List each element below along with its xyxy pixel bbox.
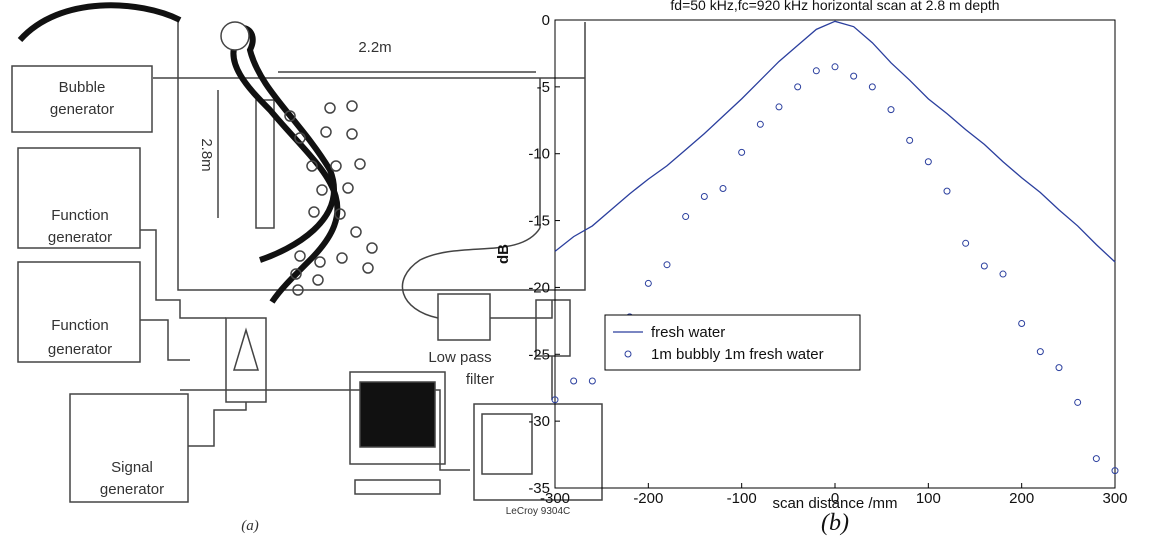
label: 2.2m — [358, 39, 391, 56]
x-tick-label: -300 — [540, 490, 570, 507]
label: filter — [466, 371, 494, 388]
marker — [682, 213, 690, 221]
marker — [962, 239, 970, 247]
marker — [868, 83, 876, 91]
marker — [570, 377, 578, 385]
label: generator — [50, 101, 114, 118]
y-tick-label: -10 — [528, 146, 550, 163]
tank — [177, 22, 586, 291]
marker — [924, 158, 932, 166]
y-tick-label: -30 — [528, 413, 550, 430]
label: generator — [48, 229, 112, 246]
x-axis-label: scan distance /mm — [772, 495, 897, 512]
keyboard — [354, 479, 441, 495]
label: generator — [48, 341, 112, 358]
marker — [943, 187, 951, 195]
marker — [663, 261, 671, 269]
amp — [232, 327, 260, 371]
screen — [359, 381, 436, 448]
marker — [775, 103, 783, 111]
marker — [850, 72, 858, 80]
marker — [812, 67, 820, 75]
oscilloscope — [473, 403, 603, 501]
caption: (a) — [241, 518, 259, 534]
hose-2 — [229, 25, 337, 263]
line — [554, 20, 1116, 263]
label: generator — [100, 481, 164, 498]
marker — [756, 120, 764, 128]
caption: (b) — [821, 510, 849, 536]
y-tick-label: -5 — [537, 79, 550, 96]
y-tick-label: 0 — [542, 12, 550, 29]
sg-box — [69, 393, 189, 503]
y-tick-label: -25 — [528, 346, 550, 363]
marker — [794, 83, 802, 91]
marker — [738, 148, 746, 156]
hose — [17, 2, 341, 304]
pump — [220, 21, 250, 51]
legend-label: 1m bubbly 1m fresh water — [651, 346, 824, 363]
label: Function — [51, 317, 109, 334]
marker — [1018, 320, 1026, 328]
x-tick-label: 200 — [1009, 490, 1034, 507]
fg2-box — [17, 261, 141, 363]
wires — [140, 227, 553, 471]
marker — [999, 270, 1007, 278]
legend-swatch — [624, 350, 632, 358]
chart-title: fd=50 kHz,fc=920 kHz horizontal scan at … — [670, 0, 999, 13]
y-tick-label: -15 — [528, 213, 550, 230]
marker — [1055, 364, 1063, 372]
scope-screen — [481, 413, 533, 475]
transducer — [255, 99, 275, 229]
y-axis-label: dB — [495, 244, 512, 264]
marker — [1092, 455, 1100, 463]
amp2-box — [535, 299, 571, 357]
label: LeCroy 9304C — [506, 506, 570, 517]
label: Function — [51, 207, 109, 224]
label: Low pass — [428, 349, 491, 366]
marker — [719, 184, 727, 192]
marker — [906, 136, 914, 144]
setup-diagram: Bubble generator Function generator Func… — [11, 2, 603, 534]
legend-label: fresh water — [651, 324, 725, 341]
x-tick-label: 300 — [1102, 490, 1127, 507]
monitor — [349, 371, 446, 465]
label: Bubble — [59, 79, 106, 96]
fg1-box — [17, 147, 141, 249]
marker — [588, 377, 596, 385]
label: Signal — [111, 459, 153, 476]
marker — [887, 106, 895, 114]
bubble-box — [11, 65, 153, 133]
bubbles — [284, 100, 378, 296]
x-tick-label: 0 — [831, 490, 839, 507]
marker — [644, 279, 652, 287]
x-tick-label: -100 — [727, 490, 757, 507]
label: 2.8m — [198, 138, 215, 171]
plot-frame — [554, 19, 1116, 489]
marker — [1036, 348, 1044, 356]
marker — [1074, 398, 1082, 406]
marker — [831, 63, 839, 71]
x-tick-label: 100 — [916, 490, 941, 507]
marker — [551, 396, 559, 404]
filter-box — [437, 293, 491, 341]
marker — [700, 193, 708, 201]
x-tick-label: -200 — [633, 490, 663, 507]
marker — [980, 262, 988, 270]
y-tick-label: -20 — [528, 279, 550, 296]
legend-box — [604, 314, 861, 371]
marker — [1111, 467, 1119, 475]
y-tick-label: -35 — [528, 480, 550, 497]
